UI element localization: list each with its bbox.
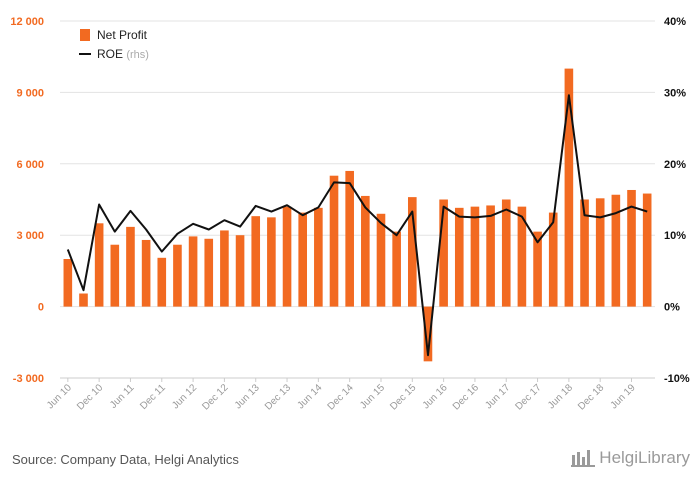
library-icon <box>571 450 596 467</box>
bar <box>314 207 323 307</box>
y-right-tick-label: 0% <box>664 302 680 314</box>
bar <box>220 230 229 307</box>
x-tick-label: Jun 13 <box>233 382 262 411</box>
bar <box>533 231 542 307</box>
y-left-tick-label: 6 000 <box>16 159 44 171</box>
roe-line <box>66 94 648 357</box>
y-right-tick-label: 30% <box>664 87 686 99</box>
bar <box>204 238 214 307</box>
x-tick-label: Jun 18 <box>546 382 575 411</box>
x-tick-label: Dec 10 <box>75 382 105 412</box>
footer: Source: Company Data, Helgi Analytics He… <box>0 434 700 483</box>
bar <box>251 216 261 307</box>
bar <box>376 213 386 307</box>
bar <box>141 239 151 307</box>
y-right-tick-label: 20% <box>664 159 686 171</box>
bar <box>517 206 527 307</box>
chart: -3 000 0 3 000 6 000 9 000 12 000 -10% 0% 10% 20%… <box>10 16 690 413</box>
bar <box>173 244 182 307</box>
y-right-tick-label: 10% <box>664 230 686 242</box>
x-tick-label: Dec 15 <box>388 382 418 412</box>
legend-label-roe-suffix: (rhs) <box>126 49 149 61</box>
legend-label-roe: ROE (rhs) <box>97 47 149 61</box>
brand-logo: HelgiLibrary <box>571 448 690 468</box>
bar <box>611 194 621 307</box>
bar <box>282 206 292 307</box>
legend-swatch-net-profit <box>80 29 90 41</box>
bar <box>79 293 88 307</box>
y-right-tick-label: -10% <box>664 373 690 385</box>
bar <box>157 257 167 307</box>
bar <box>580 199 589 307</box>
bar <box>188 236 198 307</box>
bar <box>361 195 370 307</box>
x-tick-label: Dec 12 <box>200 382 230 412</box>
x-tick-label: Dec 11 <box>138 382 168 412</box>
bar <box>267 217 276 307</box>
bar <box>439 199 448 307</box>
bar <box>548 212 558 307</box>
x-tick-label: Dec 14 <box>326 382 356 412</box>
bar <box>94 223 104 307</box>
x-tick-label: Jun 11 <box>108 382 137 411</box>
x-tick-label: Jun 15 <box>358 382 387 411</box>
x-tick-label: Jun 14 <box>295 382 324 411</box>
bar <box>407 197 417 307</box>
source-note: Source: Company Data, Helgi Analytics <box>12 452 239 467</box>
brand-name: HelgiLibrary <box>599 448 690 467</box>
x-tick-label: Jun 16 <box>421 382 450 411</box>
x-tick-label: Jun 12 <box>170 382 199 411</box>
x-tick-label: Dec 17 <box>514 382 544 412</box>
x-tick-label: Dec 16 <box>451 382 481 412</box>
bar <box>470 206 480 307</box>
bar <box>564 68 574 307</box>
x-tick-label: Jun 19 <box>609 382 638 411</box>
bar <box>454 207 464 307</box>
y-left-tick-label: 3 000 <box>16 230 44 242</box>
bar <box>392 231 401 307</box>
bar <box>345 170 354 307</box>
y-left-tick-label: 9 000 <box>16 87 44 99</box>
y-right-tick-label: 40% <box>664 16 686 28</box>
bar <box>627 189 636 307</box>
x-tick-label: Jun 17 <box>483 382 512 411</box>
y-left-tick-label: 0 <box>38 302 44 314</box>
bar <box>235 235 245 307</box>
bar <box>486 205 495 307</box>
bar <box>642 193 652 307</box>
bar <box>298 212 308 307</box>
legend-label-net-profit: Net Profit <box>97 28 148 42</box>
bar <box>595 198 605 307</box>
x-tick-label: Dec 13 <box>263 382 293 412</box>
bar <box>63 259 73 307</box>
bar <box>423 306 433 362</box>
bar <box>501 199 511 307</box>
bar <box>329 175 339 307</box>
x-tick-label: Dec 18 <box>576 382 606 412</box>
bar <box>126 226 135 307</box>
y-left-tick-label: -3 000 <box>13 373 44 385</box>
bar <box>110 244 120 307</box>
y-left-tick-label: 12 000 <box>10 16 44 28</box>
x-tick-label: Jun 10 <box>45 382 74 411</box>
